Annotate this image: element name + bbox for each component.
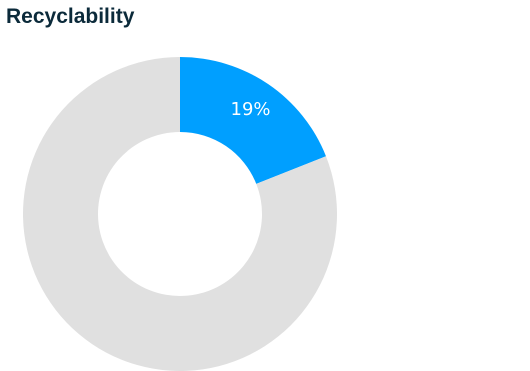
donut-slice-1 [23,57,338,371]
donut-slice-0 [180,57,326,184]
slice-label-0: 19% [231,99,271,120]
chart-title: Recyclability [6,5,135,28]
